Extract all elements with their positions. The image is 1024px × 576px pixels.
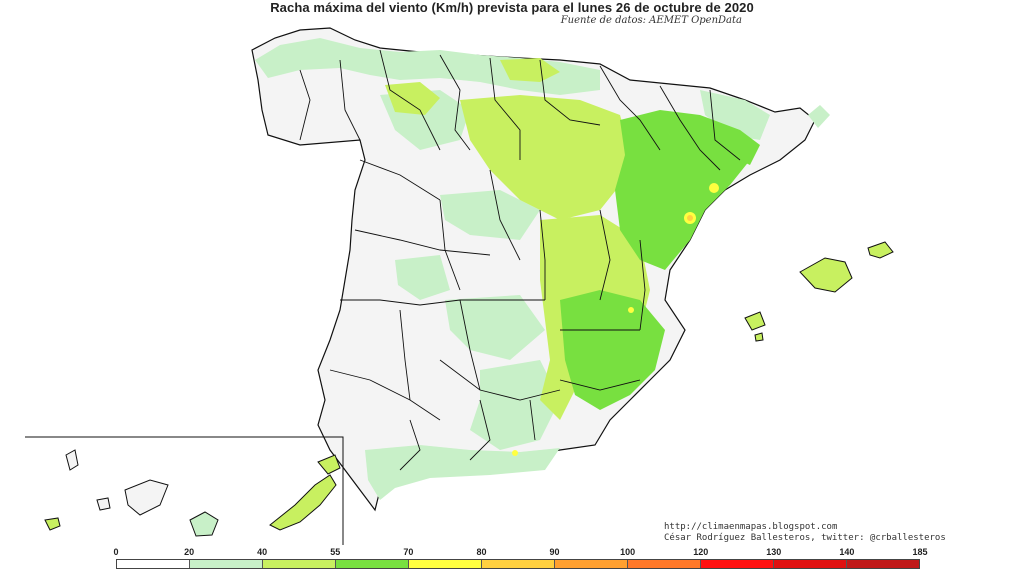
legend-swatch	[555, 560, 628, 568]
legend-swatch	[409, 560, 482, 568]
legend-swatch	[336, 560, 409, 568]
legend-swatch	[482, 560, 555, 568]
legend-label: 55	[330, 547, 341, 557]
spain-wind-map	[25, 27, 894, 545]
legend-swatch	[117, 560, 190, 568]
legend-label: 20	[184, 547, 195, 557]
legend-swatch	[701, 560, 774, 568]
legend-label: 130	[766, 547, 782, 557]
legend-swatch	[190, 560, 263, 568]
legend-label: 100	[620, 547, 636, 557]
legend-label: 80	[476, 547, 487, 557]
legend-swatch	[847, 560, 919, 568]
legend-color-bar	[116, 559, 920, 569]
map-subtitle: Fuente de datos: AEMET OpenData	[560, 15, 742, 26]
credit-author: César Rodríguez Ballesteros, twitter: @c…	[664, 533, 946, 543]
legend-swatch	[628, 560, 701, 568]
province-borders	[299, 49, 741, 471]
balearic-islands	[744, 241, 894, 342]
legend-label: 70	[403, 547, 414, 557]
credit-url: http://climaenmapas.blogspot.com	[664, 522, 838, 532]
legend-labels: 0 20 40 55 70 80 90 100 120 130 140 185	[0, 547, 1024, 559]
legend-label: 185	[912, 547, 928, 557]
legend-label: 40	[257, 547, 268, 557]
legend-label: 90	[549, 547, 560, 557]
map-title: Racha máxima del viento (Km/h) prevista …	[270, 0, 754, 15]
legend-label: 120	[693, 547, 709, 557]
legend-label: 140	[839, 547, 855, 557]
canary-inset	[25, 436, 344, 545]
legend-swatch	[263, 560, 336, 568]
legend-swatch	[774, 560, 847, 568]
legend-label: 0	[113, 547, 119, 557]
wind-zone-80-90	[687, 215, 693, 221]
